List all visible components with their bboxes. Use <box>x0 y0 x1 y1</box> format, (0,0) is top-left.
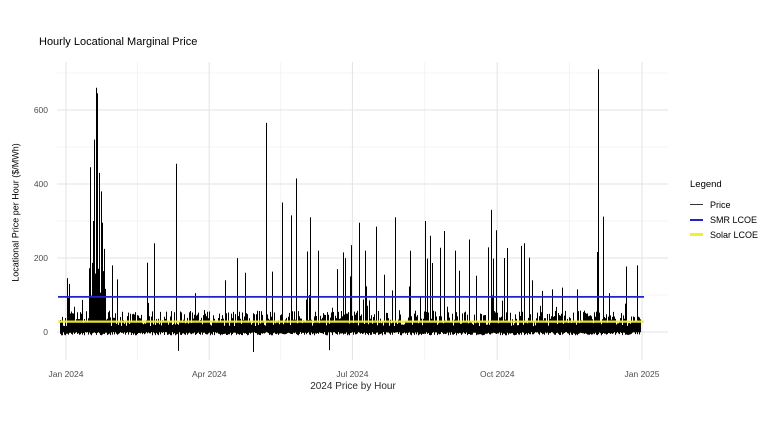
x-tick-label-jan-2024: Jan 2024 <box>48 369 84 379</box>
legend-item-smr-lcoe: SMR LCOE <box>690 212 758 227</box>
x-tick-label-jul-2024: Jul 2024 <box>336 369 369 379</box>
legend-label-smr-lcoe: SMR LCOE <box>710 214 758 225</box>
price-series-line <box>60 69 641 352</box>
minor-gridlines <box>57 62 668 360</box>
y-tick-label-200: 200 <box>33 253 48 263</box>
legend-title: Legend <box>690 179 722 190</box>
y-tick-label-400: 400 <box>33 179 48 189</box>
smr-lcoe-line-key-icon <box>690 218 703 221</box>
x-tick-label-jan-2025: Jan 2025 <box>624 369 660 379</box>
x-tick-label-oct-2024: Oct 2024 <box>479 369 515 379</box>
legend-item-price: Price <box>690 197 758 212</box>
y-tick-label-0: 0 <box>43 327 48 337</box>
x-axis-title: 2024 Price by Hour <box>310 381 396 392</box>
chart-title: Hourly Locational Marginal Price <box>39 36 198 48</box>
legend-label-price: Price <box>710 199 731 210</box>
legend: Legend Price SMR LCOE Solar LCOE <box>690 179 758 242</box>
price-line-key-icon <box>690 203 703 206</box>
legend-label-solar-lcoe: Solar LCOE <box>710 229 759 240</box>
y-tick-label-600: 600 <box>33 105 48 115</box>
x-tick-label-apr-2024: Apr 2024 <box>191 369 227 379</box>
solar-lcoe-line-key-icon <box>690 233 703 236</box>
legend-item-solar-lcoe: Solar LCOE <box>690 227 758 242</box>
